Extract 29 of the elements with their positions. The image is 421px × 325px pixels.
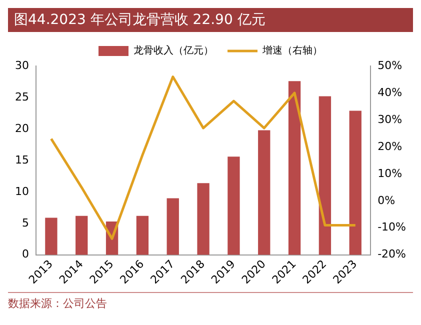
source-note: 数据来源：公司公告 [8, 293, 413, 311]
y-tick-label: 20 [14, 122, 29, 135]
bar [349, 110, 362, 255]
bar [197, 183, 210, 255]
bar [76, 216, 88, 255]
y-tick-label: 30 [14, 58, 29, 72]
chart-title: 图44.2023 年公司龙骨营收 22.90 亿元 [8, 8, 413, 32]
y-tick-label: 25 [14, 90, 29, 104]
y2-tick-label: 30% [378, 112, 402, 126]
y-tick-label: 5 [22, 216, 29, 230]
y2-tick-label: -20% [378, 248, 406, 261]
y2-tick-label: 0% [378, 194, 396, 207]
legend-label: 增速（右轴） [262, 44, 322, 57]
legend-label: 龙骨收入（亿元） [134, 44, 214, 57]
bar [258, 130, 270, 255]
bar [228, 156, 240, 255]
y-tick-label: 0 [22, 248, 29, 261]
y2-tick-label: 40% [378, 86, 402, 99]
bar [318, 96, 332, 255]
y2-tick-label: 10% [378, 166, 402, 180]
bar [45, 218, 58, 255]
bar [136, 216, 149, 255]
y2-tick-label: 20% [378, 140, 402, 153]
y-tick-label: 10 [14, 184, 29, 198]
y2-tick-label: -10% [378, 220, 406, 234]
y2-tick-label: 50% [378, 58, 402, 72]
bar [166, 198, 179, 255]
bar [288, 81, 301, 255]
y-tick-label: 15 [14, 153, 29, 166]
